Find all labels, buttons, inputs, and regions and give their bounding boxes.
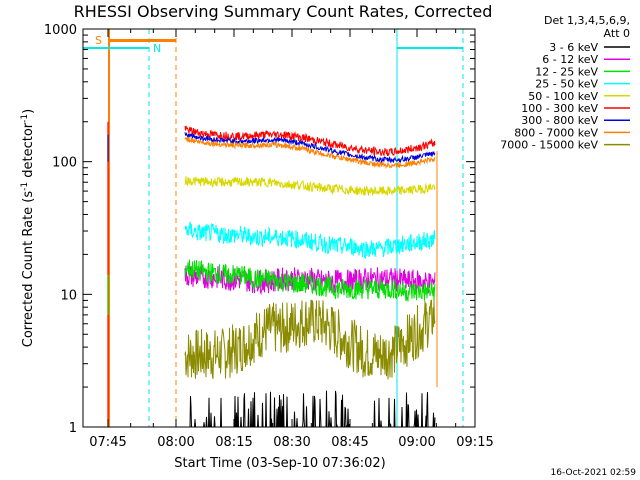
axis-ticks: 07:45 08:00 08:15 08:30 08:45 09:00 09:15 1 10 10… bbox=[44, 23, 494, 450]
legend-label: 300 - 800 keV bbox=[521, 114, 598, 127]
timestamp-stamp: 16-Oct-2021 02:59 bbox=[551, 468, 637, 478]
x-tick-label: 09:00 bbox=[398, 435, 435, 450]
legend-header: Det 1,3,4,5,6,9, bbox=[544, 14, 630, 27]
legend-label: 800 - 7000 keV bbox=[514, 126, 598, 139]
legend-label: 12 - 25 keV bbox=[535, 65, 598, 78]
flag-label-s: S bbox=[95, 34, 102, 47]
series-layer bbox=[107, 121, 438, 428]
flag-bar-s bbox=[109, 39, 176, 42]
chart-title: RHESSI Observing Summary Count Rates, Co… bbox=[74, 2, 493, 21]
legend-label: 3 - 6 keV bbox=[549, 41, 598, 54]
legend-label: 50 - 100 keV bbox=[528, 90, 598, 103]
series-line bbox=[184, 221, 436, 260]
flag-label-n: N bbox=[153, 42, 161, 55]
series-line bbox=[184, 132, 436, 164]
x-tick-label: 07:45 bbox=[89, 435, 126, 450]
x-axis-label: Start Time (03-Sep-10 07:36:02) bbox=[174, 456, 385, 471]
series-line bbox=[184, 125, 436, 157]
flag-bar-n bbox=[83, 47, 149, 49]
y-tick-label: 100 bbox=[52, 156, 77, 171]
y-tick-label: 1000 bbox=[44, 23, 77, 38]
x-tick-label: 08:15 bbox=[215, 435, 252, 450]
legend-label: 100 - 300 keV bbox=[521, 102, 598, 115]
x-tick-label: 08:00 bbox=[157, 435, 194, 450]
plot-frame bbox=[82, 28, 476, 428]
legend-label: 6 - 12 keV bbox=[542, 53, 598, 66]
series-line bbox=[184, 259, 436, 302]
flag-bar-n bbox=[397, 47, 463, 49]
x-tick-label: 08:30 bbox=[273, 435, 310, 450]
legend-label: 25 - 50 keV bbox=[535, 78, 598, 91]
x-tick-label: 09:15 bbox=[456, 435, 493, 450]
series-line bbox=[184, 299, 436, 380]
legend-header: Att 0 bbox=[604, 27, 630, 40]
legend-label: 7000 - 15000 keV bbox=[500, 139, 598, 152]
y-tick-label: 1 bbox=[69, 421, 77, 436]
series-line bbox=[184, 176, 436, 197]
night-saa-bands bbox=[108, 29, 464, 427]
series-line bbox=[184, 136, 436, 170]
y-tick-label: 10 bbox=[60, 288, 77, 303]
y-axis-label: Corrected Count Rate (s-1 detector-1) bbox=[20, 109, 36, 347]
flag-bars: S N bbox=[83, 34, 463, 55]
x-tick-label: 08:45 bbox=[331, 435, 368, 450]
